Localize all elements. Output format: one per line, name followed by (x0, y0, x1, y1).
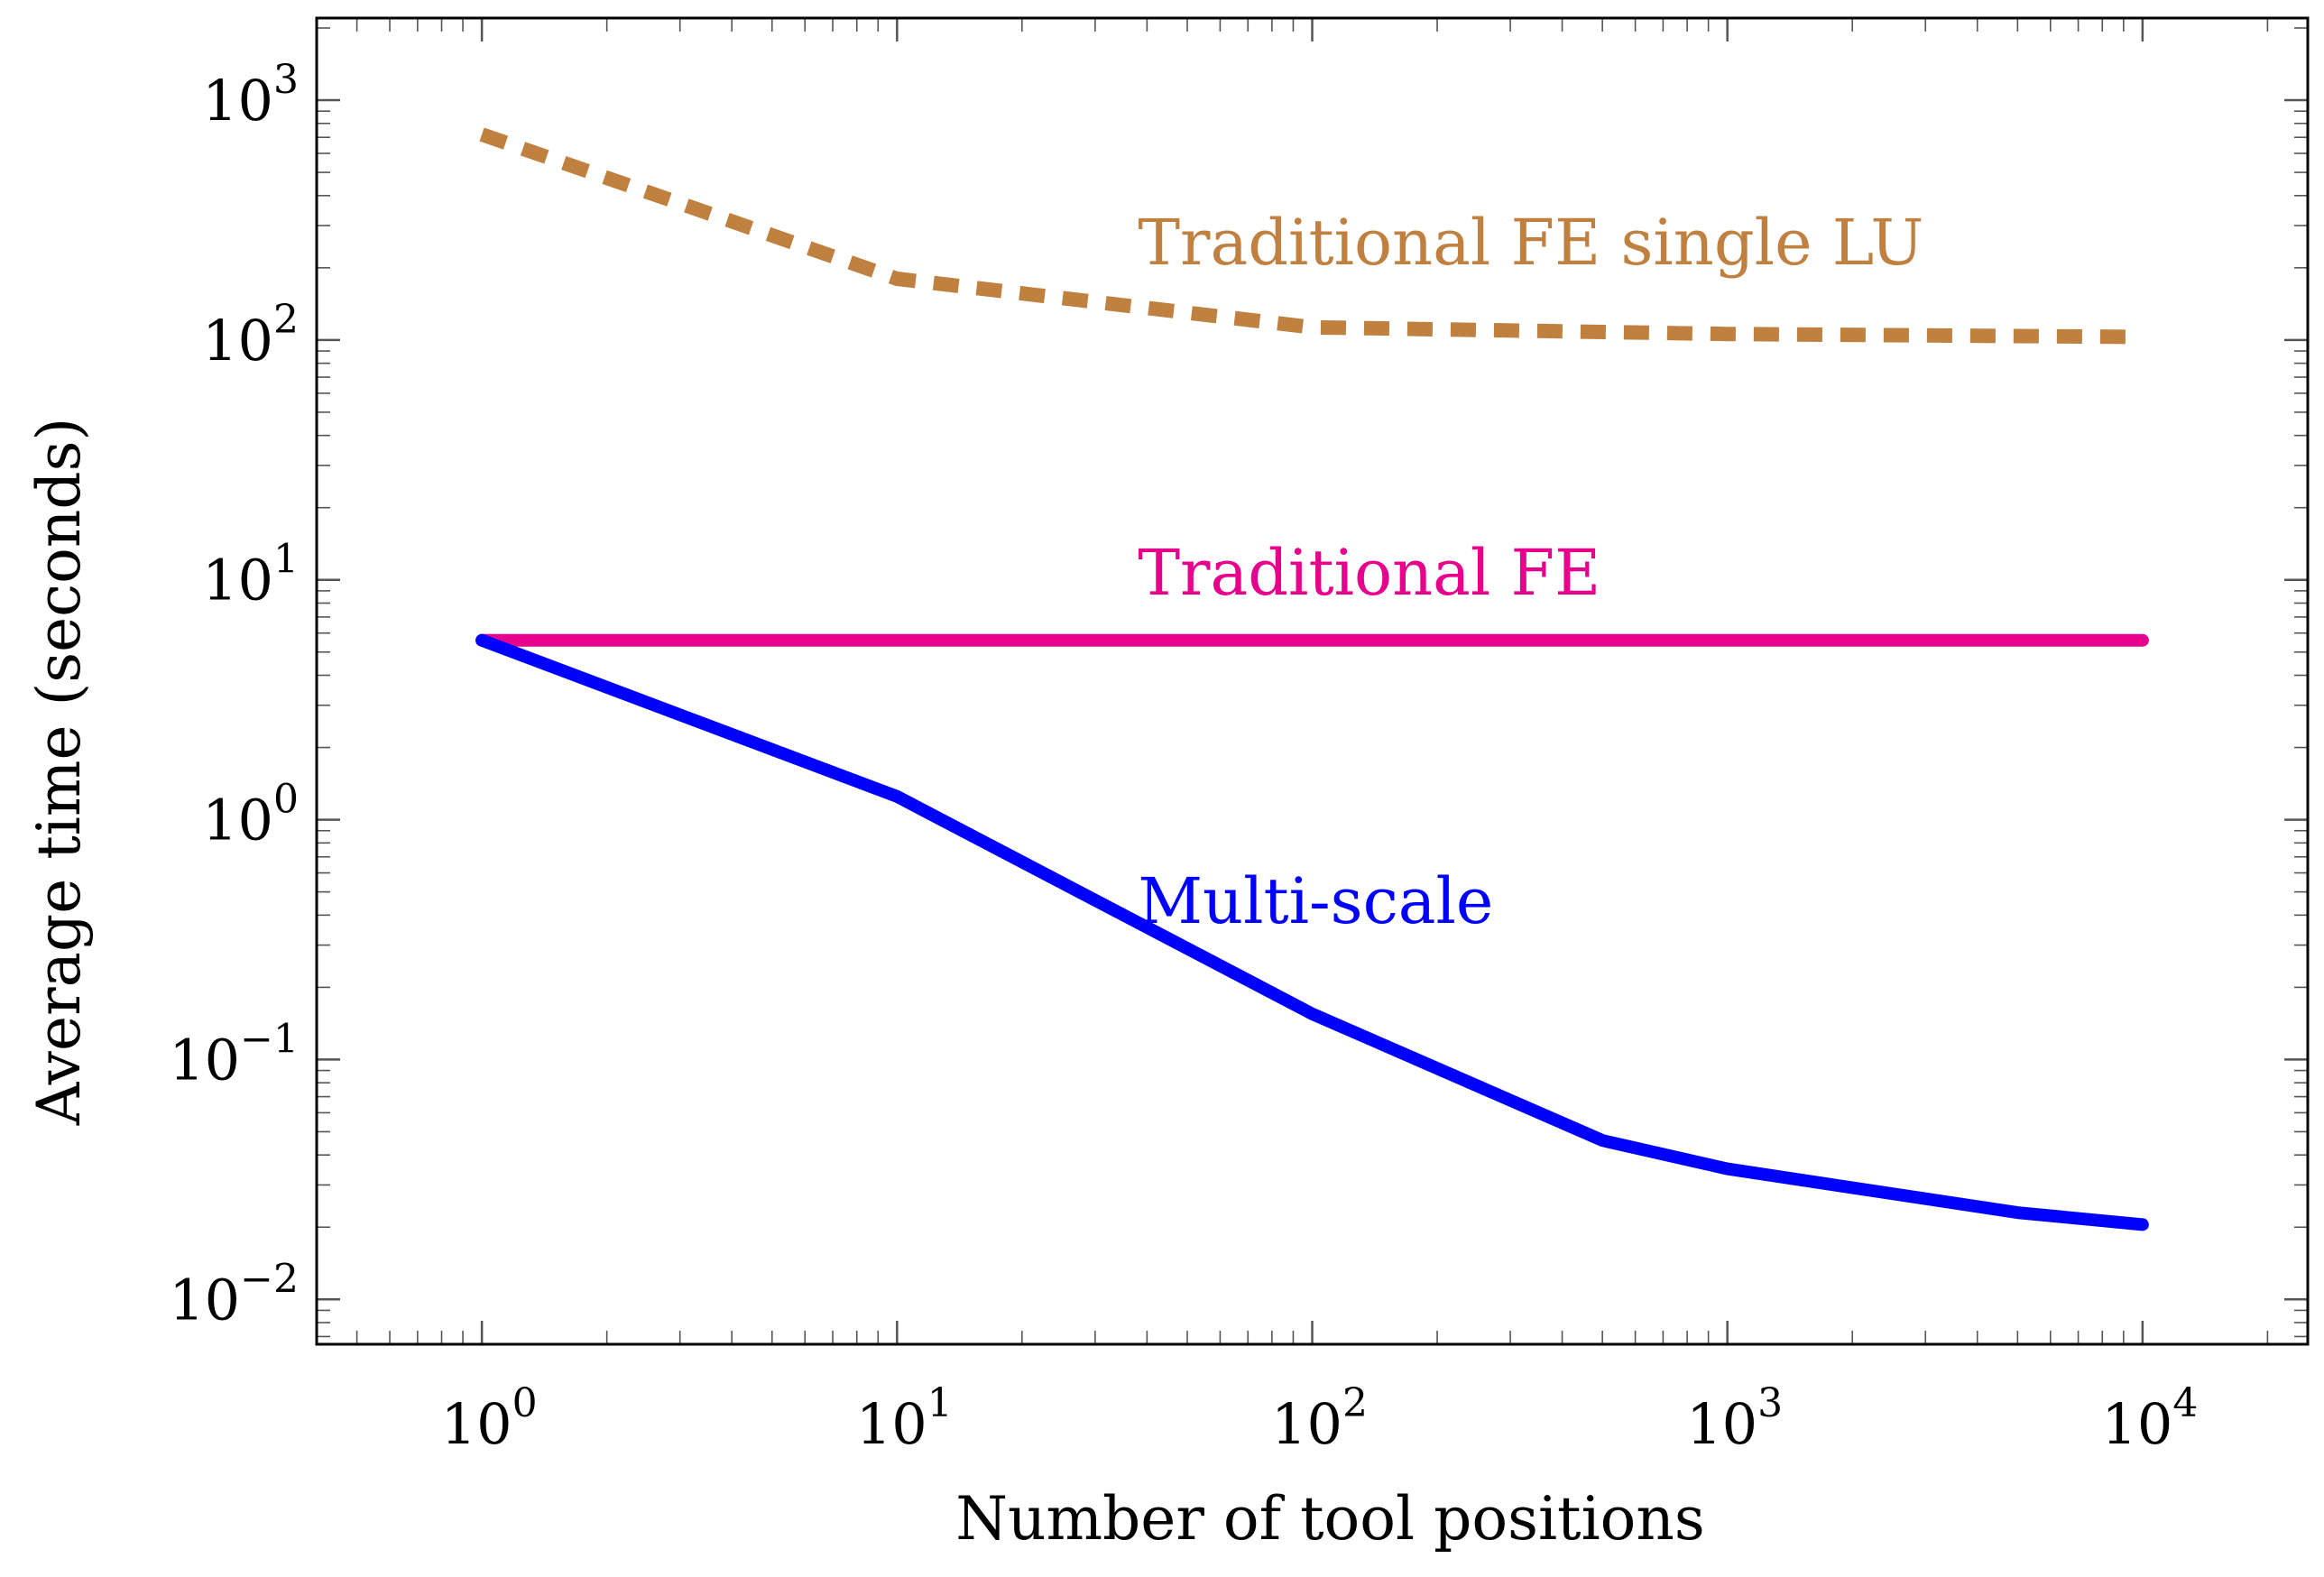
plot-frame (315, 16, 2310, 1346)
x-axis-title: Number of tool positions (955, 1484, 1705, 1554)
x-tick-label: 103 (1686, 1380, 1783, 1457)
x-tick-label: 101 (856, 1380, 953, 1457)
x-tick-label: 100 (441, 1380, 538, 1457)
y-tick-labels: 10−2 10−1 100 101 102 103 (169, 57, 299, 1333)
y-tick-label: 100 (202, 777, 299, 853)
series-label-1: Traditional FE single LU (1138, 206, 1923, 280)
major-ticks (317, 18, 2308, 1344)
series-label-3: Multi-scale (1138, 864, 1493, 938)
y-tick-label: 10−2 (169, 1256, 299, 1333)
series-lines (475, 127, 2149, 1231)
minor-ticks (316, 18, 2308, 1344)
y-axis-title: Average time (seconds) (24, 418, 94, 1127)
x-tick-label: 102 (1271, 1380, 1368, 1457)
x-tick-label: 104 (2101, 1380, 2198, 1457)
y-tick-label: 10−1 (169, 1016, 299, 1093)
x-tick-labels: 100 101 102 103 104 (441, 1380, 2199, 1457)
y-tick-label: 103 (202, 57, 299, 134)
y-tick-label: 102 (202, 297, 299, 374)
series-labels: Traditional FE single LU Traditional FE Mu… (1138, 206, 1923, 938)
series-label-2: Traditional FE (1138, 536, 1600, 610)
series-line-3 (475, 633, 2149, 1231)
y-tick-label: 101 (202, 537, 299, 613)
